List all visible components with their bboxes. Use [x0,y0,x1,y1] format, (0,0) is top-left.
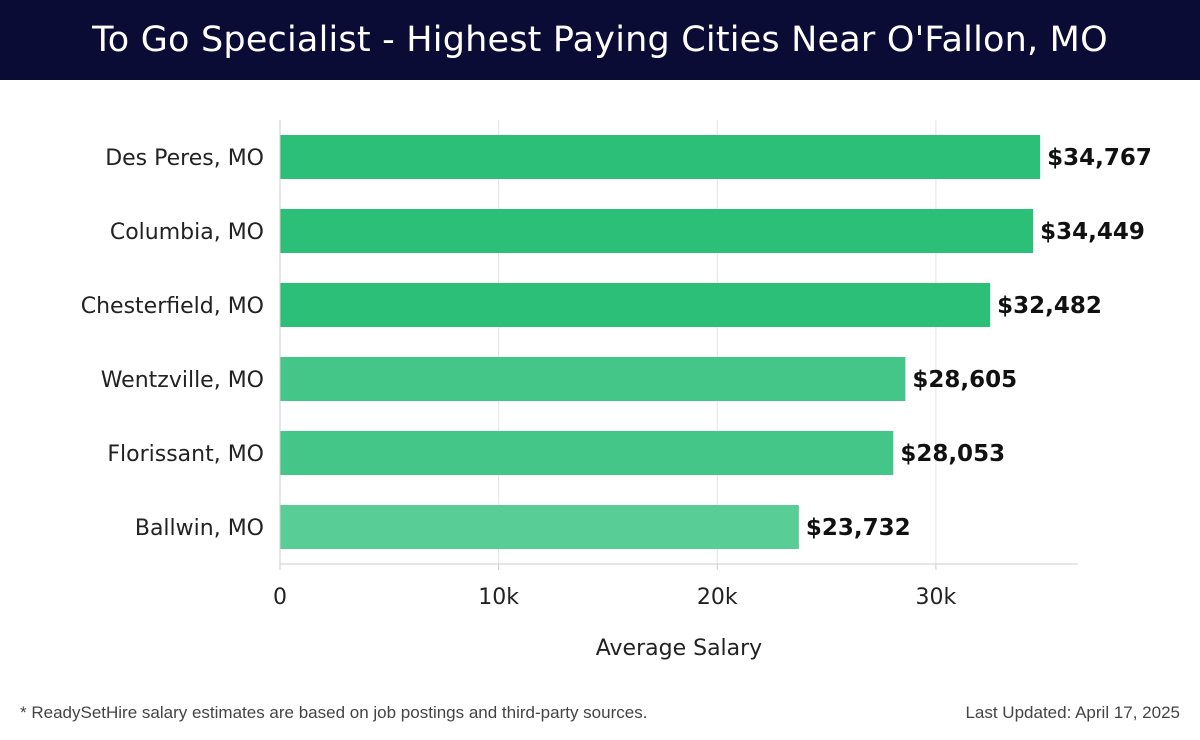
bar [280,283,991,327]
category-label: Florissant, MO [107,442,264,467]
x-axis-title: Average Salary [596,636,762,661]
category-label: Wentzville, MO [101,368,264,393]
data-label: $28,053 [900,441,1005,467]
x-tick-label: 10k [478,585,519,610]
data-label: $32,482 [997,293,1102,319]
bar [280,357,906,401]
bar [280,505,799,549]
x-tick-label: 20k [697,585,738,610]
bar-chart: Des Peres, MO $34,767 Columbia, MO $34,449 C… [81,120,1152,661]
bar [280,135,1041,179]
category-label: Des Peres, MO [105,146,264,171]
bar [280,209,1034,253]
chart-title: To Go Specialist - Highest Paying Cities… [92,20,1108,60]
category-label: Columbia, MO [110,220,264,245]
x-tick-label: 0 [273,585,287,610]
x-tick-label: 30k [916,585,957,610]
bar [280,431,894,475]
chart-header: To Go Specialist - Highest Paying Cities… [0,0,1200,80]
data-label: $28,605 [912,367,1017,393]
footer-note: * ReadySetHire salary estimates are base… [20,703,648,722]
category-label: Ballwin, MO [135,516,264,541]
data-label: $34,767 [1047,145,1152,171]
category-label: Chesterfield, MO [81,294,264,319]
data-label: $34,449 [1040,219,1145,245]
data-label: $23,732 [806,515,911,541]
last-updated: Last Updated: April 17, 2025 [965,703,1180,722]
